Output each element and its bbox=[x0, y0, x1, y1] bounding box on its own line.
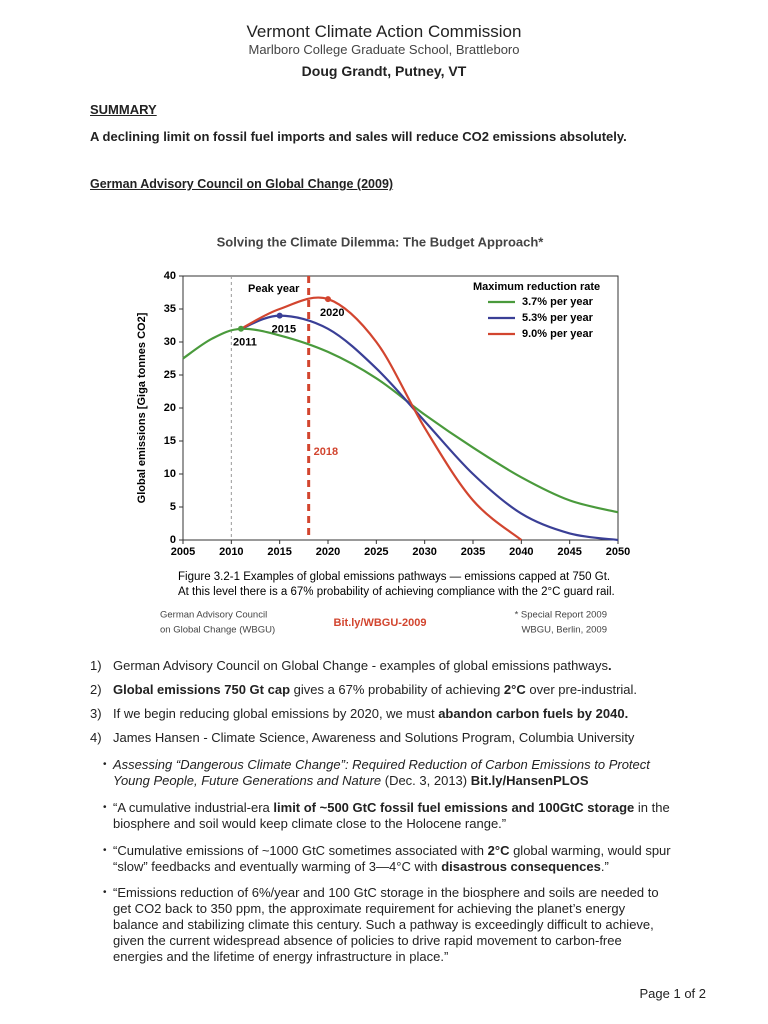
x-tick-label: 2045 bbox=[557, 546, 581, 558]
bullet-item: “A cumulative industrial-era limit of ~5… bbox=[103, 800, 673, 832]
legend-label: 5.3% per year bbox=[522, 312, 594, 324]
peak-marker bbox=[325, 296, 331, 303]
text-run: disastrous consequences bbox=[441, 859, 601, 874]
peak-label: 2015 bbox=[272, 324, 296, 336]
y-tick-label: 40 bbox=[164, 270, 176, 282]
list-item: 3) If we begin reducing global emissions … bbox=[90, 706, 628, 721]
list-number: 4) bbox=[90, 730, 102, 745]
list-item: 2) Global emissions 750 Gt cap gives a 67… bbox=[90, 682, 637, 697]
x-tick-label: 2050 bbox=[606, 546, 630, 558]
source: * Special Report 2009 bbox=[515, 610, 607, 621]
summary-text: A declining limit on fossil fuel imports… bbox=[90, 129, 627, 144]
text-run: . bbox=[607, 658, 612, 673]
y-tick-label: 15 bbox=[164, 435, 176, 447]
y-tick-label: 30 bbox=[164, 336, 176, 348]
page-number: Page 1 of 2 bbox=[639, 986, 707, 1001]
y-tick-label: 25 bbox=[164, 369, 176, 381]
section-heading: German Advisory Council on Global Change… bbox=[90, 177, 394, 191]
doc-title: Vermont Climate Action Commission bbox=[246, 22, 522, 41]
peak-marker bbox=[276, 312, 283, 319]
list-item: 1) German Advisory Council on Global Chan… bbox=[90, 658, 612, 673]
text-run: “Cumulative emissions of ~1000 GtC somet… bbox=[113, 843, 488, 858]
legend-label: 9.0% per year bbox=[522, 328, 594, 340]
legend-title: Maximum reduction rate bbox=[473, 281, 600, 293]
list-item: 4) James Hansen - Climate Science, Awaren… bbox=[90, 730, 634, 745]
x-tick-label: 2025 bbox=[364, 546, 388, 558]
caption: At this level there is a 67% probability… bbox=[178, 586, 615, 598]
reference-label: 2018 bbox=[314, 446, 338, 458]
x-tick-label: 2015 bbox=[267, 546, 291, 558]
legend-label: 3.7% per year bbox=[522, 296, 594, 308]
text-run: abandon carbon fuels by 2040. bbox=[438, 706, 629, 721]
text-run: 2°C bbox=[487, 843, 510, 858]
series-line bbox=[182, 327, 619, 514]
peak-label: 2020 bbox=[320, 307, 344, 319]
list-number: 1) bbox=[90, 658, 102, 673]
x-tick-label: 2030 bbox=[412, 546, 436, 558]
source-link: Bit.ly/WBGU-2009 bbox=[334, 617, 427, 629]
text-run: James Hansen - Climate Science, Awarenes… bbox=[113, 730, 635, 745]
source: WBGU, Berlin, 2009 bbox=[521, 625, 607, 636]
text-run: Assessing “Dangerous Climate Change”: Re… bbox=[113, 757, 650, 788]
caption: Figure 3.2-1 Examples of global emission… bbox=[178, 571, 610, 583]
y-tick-label: 10 bbox=[164, 468, 176, 480]
text-run: Bit.ly/HansenPLOS bbox=[470, 773, 589, 788]
y-tick-label: 0 bbox=[170, 534, 176, 546]
bullet-item: “Emissions reduction of 6%/year and 100 … bbox=[103, 885, 673, 965]
text-run: “A cumulative industrial-era bbox=[113, 800, 274, 815]
summary-heading: SUMMARY bbox=[90, 102, 157, 117]
y-tick-label: 20 bbox=[164, 402, 176, 414]
peak-label: 2011 bbox=[233, 337, 257, 349]
series-line bbox=[240, 296, 523, 541]
chart-title: Solving the Climate Dilemma: The Budget … bbox=[217, 234, 545, 249]
chart: Solving the Climate Dilemma: The Budget … bbox=[136, 234, 630, 636]
text-run: in the biosphere and soil would keep cli… bbox=[113, 800, 670, 831]
x-tick-label: 2010 bbox=[219, 546, 243, 558]
text-run: over pre-industrial. bbox=[525, 682, 638, 697]
bullet-item: Assessing “Dangerous Climate Change”: Re… bbox=[103, 757, 673, 789]
x-tick-label: 2020 bbox=[316, 546, 340, 558]
source: on Global Change (WBGU) bbox=[160, 625, 275, 636]
text-run: global warming, would spur “slow” feedba… bbox=[113, 843, 671, 874]
text-run: .” bbox=[600, 859, 609, 874]
y-tick-label: 5 bbox=[170, 501, 176, 513]
peak-marker bbox=[238, 325, 244, 332]
y-tick-label: 35 bbox=[164, 303, 176, 315]
x-tick-label: 2005 bbox=[171, 546, 195, 558]
text-run: German Advisory Council on Global Change… bbox=[113, 658, 608, 673]
doc-subtitle: Marlboro College Graduate School, Brattl… bbox=[248, 42, 520, 57]
bullet-item: “Cumulative emissions of ~1000 GtC somet… bbox=[103, 843, 673, 875]
list-number: 2) bbox=[90, 682, 102, 697]
series-line bbox=[240, 314, 619, 542]
annotation: Peak year bbox=[248, 283, 300, 295]
text-run: limit of ~500 GtC fossil fuel emissions … bbox=[273, 800, 635, 815]
x-tick-label: 2040 bbox=[509, 546, 533, 558]
text-run: gives a 67% probability of achieving bbox=[290, 682, 504, 697]
list-number: 3) bbox=[90, 706, 102, 721]
text-run: “Emissions reduction of 6%/year and 100 … bbox=[113, 885, 659, 964]
text-run: (Dec. 3, 2013) bbox=[381, 773, 471, 788]
y-axis-label: Global emissions [Giga tonnes CO2] bbox=[136, 312, 148, 503]
source: German Advisory Council bbox=[160, 610, 267, 621]
text-run: If we begin reducing global emissions by… bbox=[113, 706, 439, 721]
x-tick-label: 2035 bbox=[461, 546, 485, 558]
text-run: 2°C bbox=[503, 682, 526, 697]
doc-author: Doug Grandt, Putney, VT bbox=[301, 63, 467, 79]
text-run: Global emissions 750 Gt cap bbox=[113, 682, 291, 697]
